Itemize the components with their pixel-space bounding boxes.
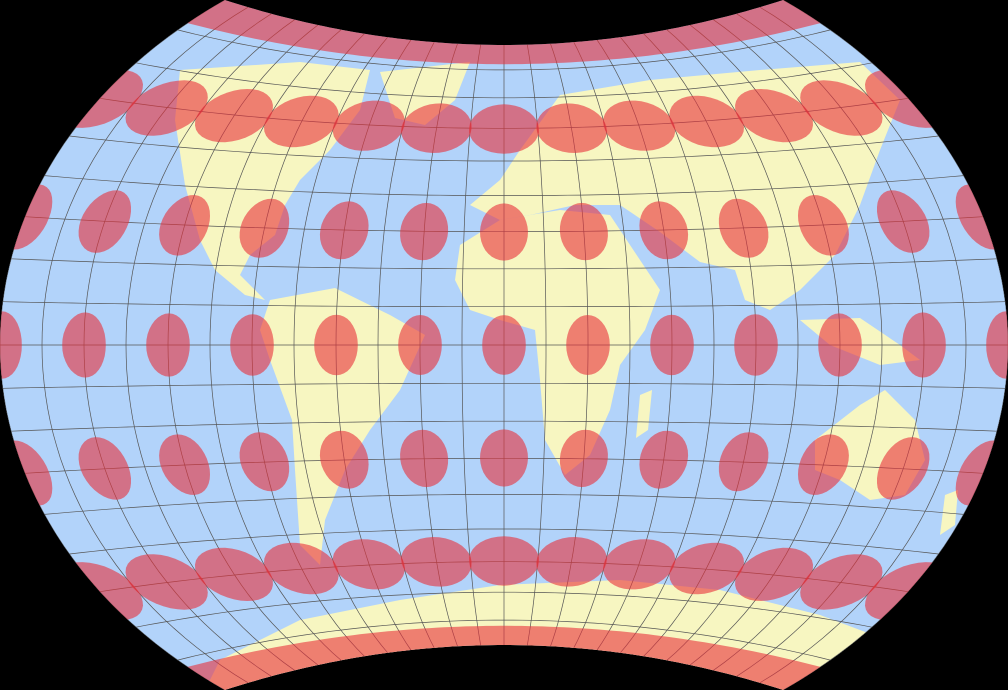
tissot-ellipse bbox=[902, 312, 946, 378]
parallel bbox=[69, 135, 939, 162]
tissot-ellipse bbox=[639, 201, 689, 260]
parallel bbox=[2, 382, 1006, 389]
tissot-ellipse bbox=[603, 539, 676, 590]
parallel bbox=[44, 494, 964, 515]
tissot-ellipse bbox=[718, 432, 769, 492]
tissot-ellipse bbox=[146, 313, 190, 377]
tissot-ellipse bbox=[800, 80, 883, 136]
tissot-ellipse bbox=[480, 429, 528, 487]
tissot-ellipse bbox=[400, 429, 449, 488]
tissot-ellipse bbox=[798, 434, 849, 495]
tissot-ellipse bbox=[669, 95, 744, 148]
tissot-ellipse bbox=[482, 315, 526, 375]
parallel bbox=[44, 175, 964, 196]
tissot-ellipse bbox=[536, 103, 607, 153]
tissot-ellipse bbox=[398, 315, 442, 375]
tissot-ellipse bbox=[401, 103, 472, 153]
tissot-ellipse bbox=[800, 554, 883, 610]
tissot-ellipse bbox=[78, 437, 131, 500]
tissot-ellipse bbox=[332, 100, 405, 151]
north-polar-band bbox=[169, 0, 839, 65]
tissot-ellipse bbox=[62, 312, 106, 378]
tissot-ellipse bbox=[469, 536, 539, 586]
tissot-ellipse bbox=[566, 315, 610, 375]
parallel bbox=[11, 258, 997, 270]
tissot-ellipse bbox=[264, 95, 339, 148]
tissot-ellipse bbox=[469, 104, 539, 154]
tissot-ellipse bbox=[239, 198, 290, 258]
tissot-ellipse bbox=[264, 542, 339, 595]
madagascar bbox=[636, 390, 652, 438]
tissot-ellipse bbox=[639, 430, 689, 489]
tissot-ellipse bbox=[332, 539, 405, 590]
polar-bands bbox=[169, 0, 839, 690]
parallel bbox=[135, 591, 873, 628]
tissot-ellipse bbox=[78, 190, 131, 253]
parallel bbox=[11, 420, 997, 432]
tissot-ellipse bbox=[986, 311, 1008, 379]
tissot-ellipse bbox=[480, 203, 528, 261]
tissot-ellipse bbox=[734, 314, 778, 376]
tissot-ellipse bbox=[669, 542, 744, 595]
tissot-ellipse bbox=[319, 430, 369, 489]
tissot-ellipse bbox=[159, 434, 210, 495]
tissot-ellipse bbox=[718, 198, 769, 258]
tissot-ellipse bbox=[319, 201, 369, 260]
tissot-ellipse bbox=[536, 537, 607, 587]
parallel bbox=[177, 619, 831, 661]
tissot-ellipse bbox=[239, 432, 290, 492]
tissot-ellipse bbox=[0, 311, 22, 379]
parallel bbox=[135, 62, 873, 99]
tissot-ellipse bbox=[798, 195, 849, 256]
tissot-ellipse bbox=[314, 314, 358, 376]
tissot-ellipse bbox=[159, 195, 210, 256]
tissot-ellipse bbox=[877, 437, 930, 500]
south-polar-band bbox=[169, 625, 839, 690]
tissot-ellipse bbox=[230, 314, 274, 376]
parallel bbox=[177, 29, 831, 71]
tissot-ellipse bbox=[818, 313, 862, 377]
tissot-ellipse bbox=[195, 547, 273, 601]
tissot-ellipse bbox=[735, 547, 813, 601]
tissot-ellipse bbox=[400, 202, 449, 261]
south-america bbox=[260, 288, 425, 565]
tissot-ellipse bbox=[877, 190, 930, 253]
tissot-ellipse bbox=[559, 202, 608, 261]
tissot-ellipse bbox=[401, 537, 472, 587]
tissot-ellipse bbox=[559, 429, 608, 488]
tissot-ellipse bbox=[125, 80, 208, 136]
tissot-ellipse bbox=[125, 554, 208, 610]
africa bbox=[455, 210, 660, 475]
parallel bbox=[2, 301, 1006, 308]
tissot-ellipse bbox=[650, 314, 694, 376]
new-zealand bbox=[940, 490, 958, 535]
tissot-ellipse bbox=[603, 100, 676, 151]
tissot-ellipse bbox=[195, 89, 273, 143]
tissot-ellipse bbox=[735, 89, 813, 143]
parallel bbox=[69, 528, 939, 555]
